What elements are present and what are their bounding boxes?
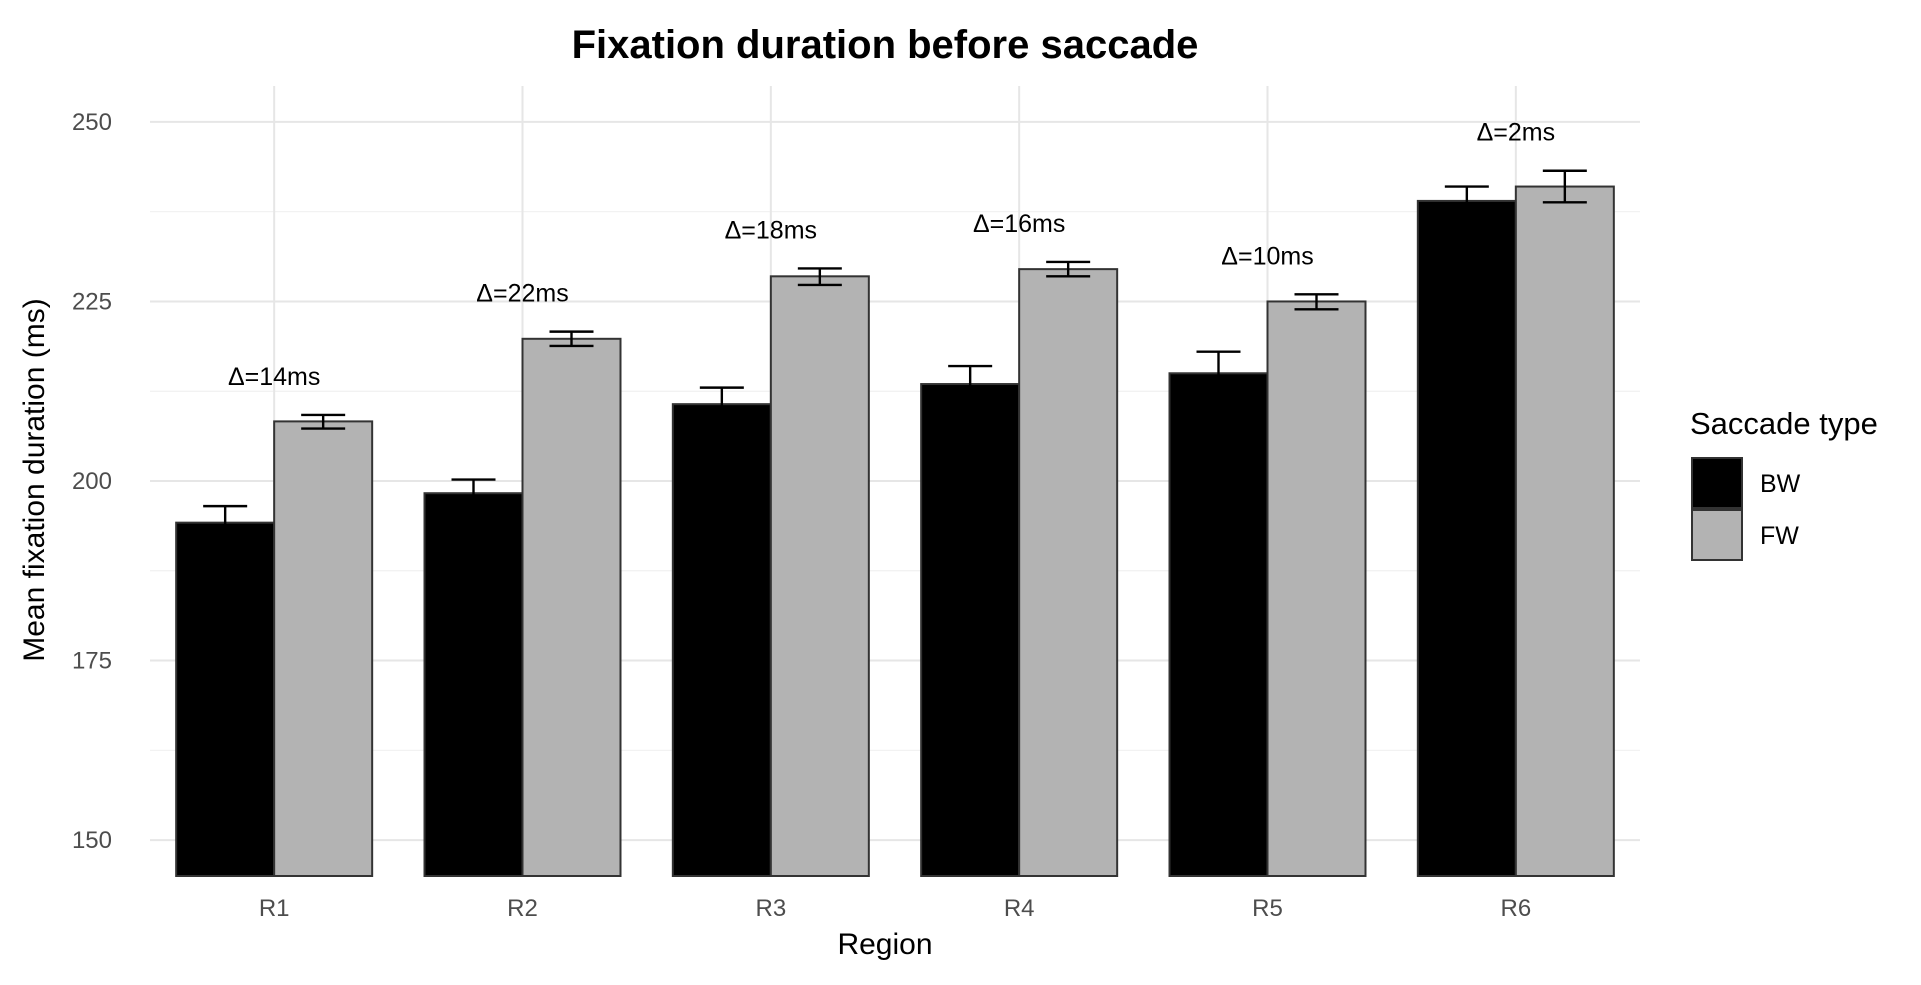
bar-bw-r4 (920, 383, 1021, 877)
delta-annotation: Δ=14ms (228, 363, 320, 391)
y-axis-label: Mean fixation duration (ms) (18, 298, 51, 662)
delta-annotation: Δ=2ms (1477, 119, 1556, 147)
x-tick-label: R3 (755, 895, 786, 922)
bar-fw-r5 (1266, 300, 1367, 878)
y-tick-label: 175 (72, 648, 112, 675)
error-bars (203, 169, 1587, 537)
bar-fw-r2 (521, 337, 622, 877)
x-tick-label: R2 (507, 895, 538, 922)
bar-bw-r5 (1168, 372, 1269, 877)
x-axis-label: Region (837, 928, 932, 961)
y-tick-label: 250 (72, 109, 112, 136)
bar-bw-r2 (423, 492, 524, 877)
bar-fw-r4 (1018, 268, 1119, 877)
bar-bw-r1 (175, 521, 276, 877)
legend: Saccade type BW FW (1690, 406, 1878, 561)
delta-annotation: Δ=16ms (973, 210, 1065, 238)
bars (175, 185, 1615, 878)
legend-label-bw: BW (1760, 470, 1801, 498)
y-tick-label: 225 (72, 288, 112, 315)
delta-annotation: Δ=22ms (476, 280, 568, 308)
x-tick-label: R6 (1500, 895, 1531, 922)
delta-annotation: Δ=18ms (725, 216, 817, 244)
y-tick-label: 150 (72, 827, 112, 854)
bar-fw-r1 (273, 420, 374, 877)
delta-annotation: Δ=10ms (1221, 242, 1313, 270)
bar-fw-r6 (1514, 185, 1615, 877)
bar-bw-r3 (671, 403, 772, 877)
x-tick-label: R1 (259, 895, 290, 922)
y-axis-ticks: 150 175 200 225 250 (72, 109, 112, 854)
legend-label-fw: FW (1760, 522, 1799, 550)
legend-title: Saccade type (1690, 406, 1878, 441)
delta-annotations: Δ=14ms Δ=22ms Δ=18ms Δ=16ms Δ=10ms Δ=2ms (228, 119, 1555, 391)
x-axis-ticks: R1 R2 R3 R4 R5 R6 (259, 895, 1531, 922)
bar-bw-r6 (1416, 199, 1517, 877)
y-tick-label: 200 (72, 468, 112, 495)
legend-key-fw (1691, 509, 1743, 561)
x-tick-label: R4 (1004, 895, 1035, 922)
gridlines (150, 86, 1640, 876)
bar-fw-r3 (769, 275, 870, 877)
chart-title: Fixation duration before saccade (572, 23, 1199, 67)
legend-key-bw (1691, 457, 1743, 509)
legend-items: BW FW (1691, 457, 1801, 561)
x-tick-label: R5 (1252, 895, 1283, 922)
